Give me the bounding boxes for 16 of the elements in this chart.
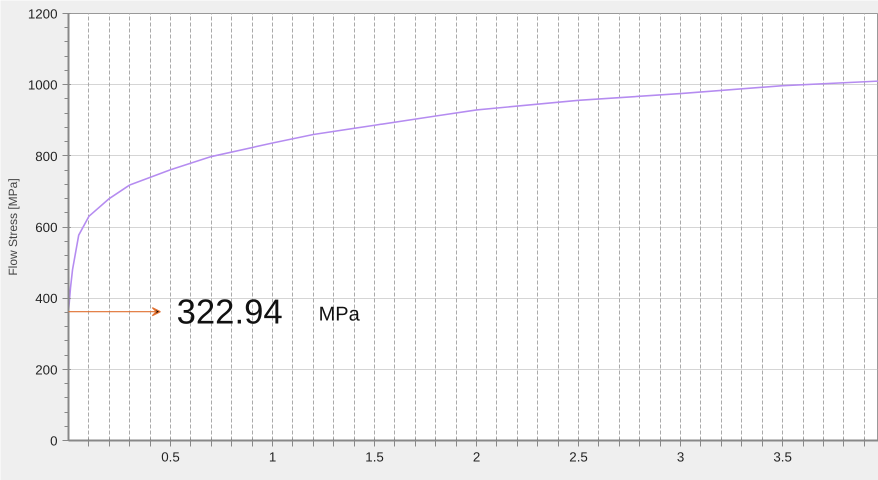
y-tick-label: 600 (35, 220, 58, 235)
y-axis-title: Flow Stress [MPa] (6, 178, 20, 276)
x-tick-label: 1 (268, 450, 276, 464)
x-tick-label: 3 (676, 450, 684, 464)
y-tick-label: 0 (50, 434, 58, 448)
y-tick-label: 400 (35, 291, 58, 306)
x-tick-label: 2 (472, 450, 480, 464)
y-tick-label: 200 (35, 362, 58, 378)
x-tick-label: 2.5 (569, 450, 588, 464)
y-tick-label: 1200 (28, 6, 58, 22)
x-tick-label: 0.5 (161, 450, 180, 464)
y-tick-label: 1000 (28, 78, 58, 93)
y-tick-label: 800 (35, 148, 58, 164)
x-tick-label: 1.5 (365, 450, 384, 464)
annotation: 322.94 MPa (176, 294, 361, 332)
x-tick-label: 3.5 (773, 450, 792, 464)
